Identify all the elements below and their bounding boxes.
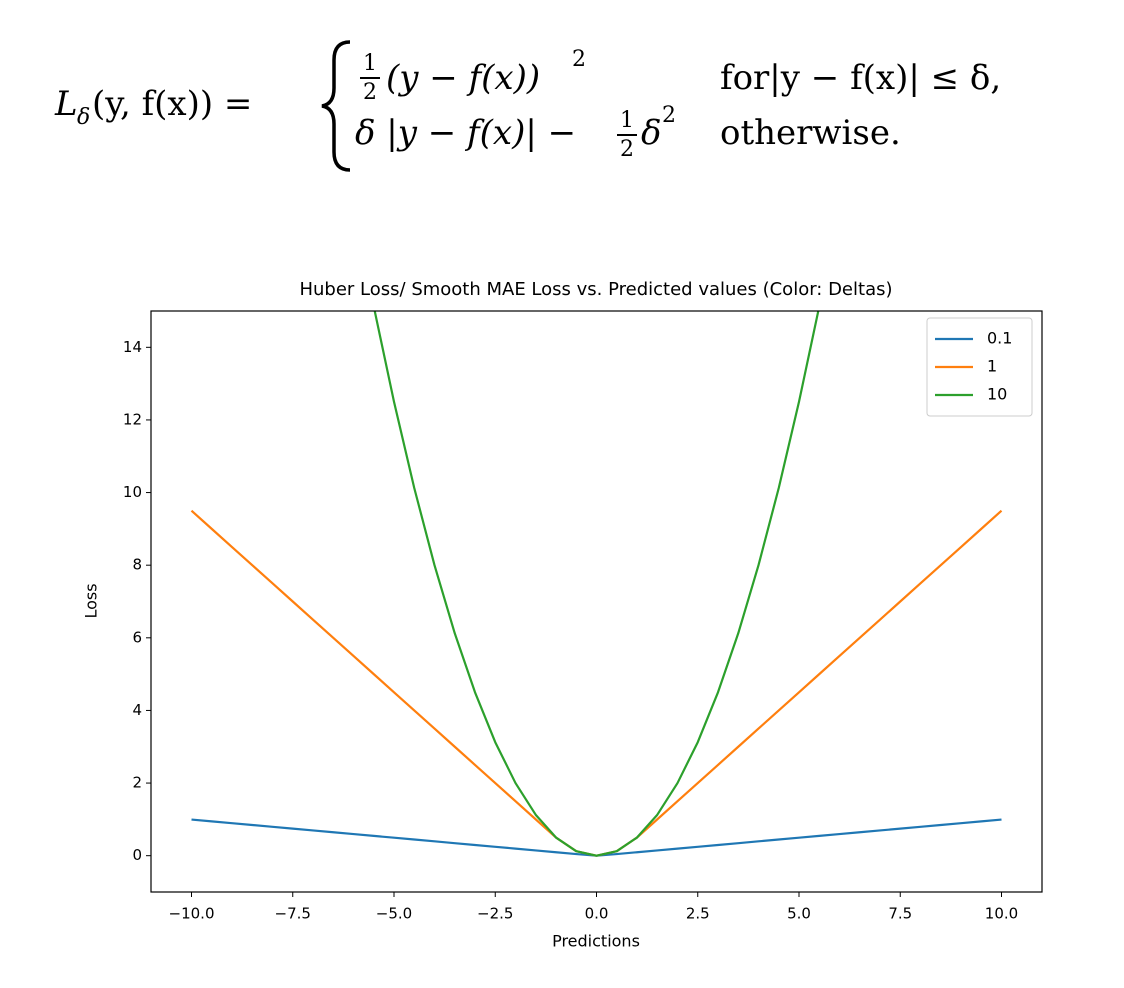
y-tick-label: 6: [132, 628, 142, 646]
case1-cond: for|y − f(x)| ≤ δ,: [720, 58, 1001, 98]
x-tick-label: 5.0: [787, 905, 811, 923]
case1-sup: 2: [572, 47, 586, 72]
legend-label: 1: [987, 357, 997, 376]
axes-frame: [150, 310, 1043, 893]
case1-expr: (y − f(x)): [386, 58, 540, 98]
x-tick-label: −7.5: [275, 905, 311, 923]
case2-sup: 2: [662, 103, 676, 128]
y-tick-label: 14: [123, 338, 142, 356]
y-tick-label: 8: [132, 556, 142, 574]
y-tick-label: 10: [123, 483, 142, 501]
x-axis-label: Predictions: [552, 932, 640, 951]
series-line: [190, 509, 1003, 857]
x-tick-label: 7.5: [888, 905, 912, 923]
frac-num: 1: [620, 108, 634, 133]
frac-den: 2: [620, 137, 634, 162]
case2-expr: δ |y − f(x)| −: [355, 113, 576, 153]
frac-den: 2: [363, 80, 377, 105]
x-tick-label: −2.5: [477, 905, 513, 923]
x-tick-label: 10.0: [985, 905, 1018, 923]
legend-label: 0.1: [987, 329, 1012, 348]
series-line: [373, 311, 820, 857]
formula-lhs-sub: δ: [77, 105, 90, 130]
legend-box: [926, 317, 1033, 417]
series-line: [191, 818, 1002, 857]
chart-title: Huber Loss/ Smooth MAE Loss vs. Predicte…: [299, 279, 892, 300]
x-tick-label: 2.5: [686, 905, 710, 923]
x-tick-label: −10.0: [169, 905, 215, 923]
x-tick-label: −5.0: [376, 905, 412, 923]
y-tick-label: 0: [132, 846, 142, 864]
frac-num: 1: [363, 51, 377, 76]
formula-lhs: L: [54, 84, 78, 124]
y-tick-label: 4: [132, 701, 142, 719]
plot-area: [190, 311, 1003, 857]
brace: [321, 40, 351, 172]
y-axis-label: Loss: [82, 583, 101, 618]
x-tick-label: 0.0: [585, 905, 609, 923]
case2-tail: δ: [641, 113, 661, 153]
y-tick-label: 2: [132, 774, 142, 792]
legend-label: 10: [987, 385, 1007, 404]
formula: L δ (y, f(x)) = 1 2 (y − f(x)) 2 for|y −…: [54, 40, 1001, 172]
formula-lhs-rest: (y, f(x)) =: [92, 84, 252, 124]
case2-cond: otherwise.: [720, 113, 901, 153]
y-tick-label: 12: [123, 410, 142, 428]
